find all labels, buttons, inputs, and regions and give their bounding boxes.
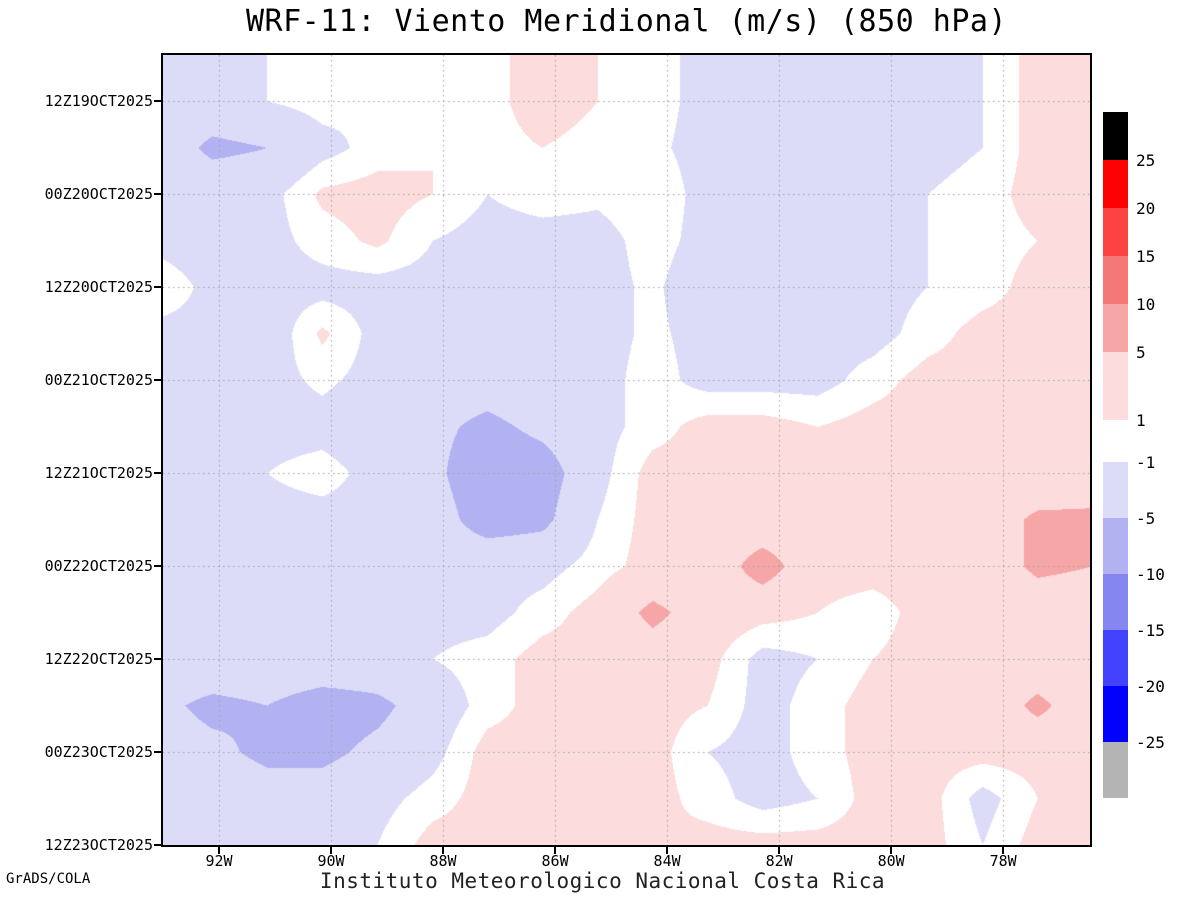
x-axis-tick-mark bbox=[1002, 847, 1005, 854]
x-axis-tick-mark bbox=[442, 847, 445, 854]
y-axis-tick-label: 00Z23OCT2025 bbox=[44, 743, 153, 762]
colorbar-tick-label: 10 bbox=[1136, 295, 1156, 314]
x-axis-tick-mark bbox=[666, 847, 669, 854]
colorbar-tick-label: 25 bbox=[1136, 151, 1156, 170]
y-axis-tick-label: 12Z21OCT2025 bbox=[44, 464, 153, 483]
colorbar-positive-segment bbox=[1103, 112, 1128, 160]
y-axis-tick-mark bbox=[154, 658, 161, 661]
y-axis-tick-label: 00Z21OCT2025 bbox=[44, 371, 153, 390]
y-axis-tick-label: 12Z19OCT2025 bbox=[44, 92, 153, 111]
colorbar-tick-label: -20 bbox=[1136, 677, 1165, 696]
colorbar-tick-label: 1 bbox=[1136, 411, 1146, 430]
colorbar-negative-segment bbox=[1103, 630, 1128, 686]
x-axis-tick-mark bbox=[890, 847, 893, 854]
chart-title: WRF-11: Viento Meridional (m/s) (850 hPa… bbox=[245, 4, 1008, 39]
y-axis-tick-mark bbox=[154, 286, 161, 289]
colorbar-negative-segment bbox=[1103, 742, 1128, 798]
colorbar-tick-label: -5 bbox=[1136, 509, 1156, 528]
colorbar-tick-label: -10 bbox=[1136, 565, 1165, 584]
colorbar-negative-segment bbox=[1103, 574, 1128, 630]
x-axis-tick-mark bbox=[218, 847, 220, 854]
x-axis-tick-label: 84W bbox=[653, 852, 681, 870]
x-axis-tick-label: 78W bbox=[989, 852, 1017, 870]
y-axis-tick-label: 00Z20OCT2025 bbox=[44, 185, 153, 204]
y-axis-tick-mark bbox=[154, 193, 161, 196]
colorbar-tick-label: -15 bbox=[1136, 621, 1165, 640]
colorbar-tick-label: -25 bbox=[1136, 733, 1165, 752]
y-axis-tick-mark bbox=[154, 751, 161, 754]
colorbar-positive-segment bbox=[1103, 208, 1128, 256]
y-axis-tick-mark bbox=[154, 565, 161, 568]
colorbar-positive-segment bbox=[1103, 352, 1128, 420]
y-axis-tick-label: 12Z22OCT2025 bbox=[44, 650, 153, 669]
institute-caption: Instituto Meteorologico Nacional Costa R… bbox=[319, 869, 886, 893]
x-axis-tick-label: 82W bbox=[765, 852, 793, 870]
x-axis-tick-mark bbox=[554, 847, 557, 854]
colorbar-positive-segment bbox=[1103, 160, 1128, 208]
colorbar-tick-label: 5 bbox=[1136, 343, 1146, 362]
y-axis-tick-label: 12Z23OCT2025 bbox=[44, 836, 153, 854]
colorbar-tick-label: 20 bbox=[1136, 199, 1156, 218]
x-axis-tick-mark bbox=[330, 847, 333, 854]
y-axis-tick-mark bbox=[154, 472, 161, 475]
y-axis-tick-mark bbox=[154, 844, 161, 846]
x-axis-tick-label: 90W bbox=[317, 852, 345, 870]
x-axis-tick-label: 80W bbox=[877, 852, 905, 870]
colorbar-negative-segment bbox=[1103, 518, 1128, 574]
contour-plot-canvas bbox=[161, 53, 1092, 847]
y-axis-tick-label: 00Z22OCT2025 bbox=[44, 557, 153, 576]
colorbar-tick-label: 15 bbox=[1136, 247, 1156, 266]
colorbar-positive-segment bbox=[1103, 304, 1128, 352]
x-axis-tick-label: 92W bbox=[205, 852, 233, 870]
x-axis-tick-label: 88W bbox=[429, 852, 457, 870]
colorbar-positive-segment bbox=[1103, 256, 1128, 304]
colorbar-tick-label: -1 bbox=[1136, 453, 1156, 472]
x-axis-tick-mark bbox=[778, 847, 781, 854]
colorbar-negative-segment bbox=[1103, 462, 1128, 518]
y-axis-tick-mark bbox=[154, 100, 161, 103]
grads-credit: GrADS/COLA bbox=[6, 871, 91, 887]
x-axis-tick-label: 86W bbox=[541, 852, 569, 870]
colorbar-negative-segment bbox=[1103, 686, 1128, 742]
y-axis-tick-mark bbox=[154, 379, 161, 382]
y-axis-tick-label: 12Z20OCT2025 bbox=[44, 278, 153, 297]
